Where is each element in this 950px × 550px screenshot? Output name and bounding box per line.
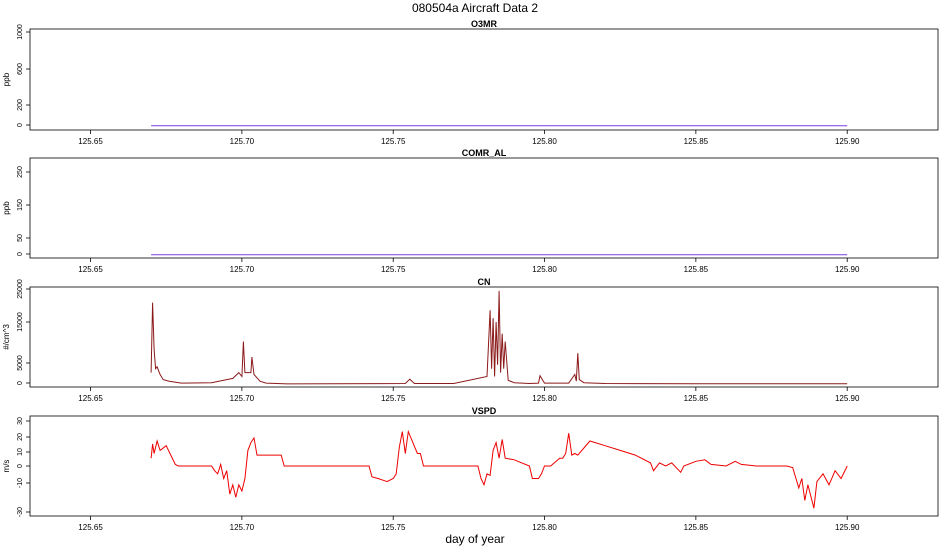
x-tick-label: 125.90 xyxy=(835,265,860,274)
y-tick-label: 0 xyxy=(17,123,24,127)
series-line xyxy=(150,290,848,385)
x-tick-label: 125.90 xyxy=(835,394,860,403)
y-axis-label: ppb xyxy=(2,201,11,215)
y-tick-label: 600 xyxy=(17,63,24,75)
x-tick-label: 125.70 xyxy=(230,523,255,532)
panel-title: O3MR xyxy=(471,19,498,29)
y-tick-label: 25000 xyxy=(17,279,24,299)
y-tick-label: 50 xyxy=(17,234,24,242)
panel-vspd: VSPD m/s 125.65 125.70 125.75 125.80 125.85 125… xyxy=(2,406,939,532)
x-tick-label: 125.90 xyxy=(835,523,860,532)
x-tick-label: 125.65 xyxy=(78,523,103,532)
y-tick-label: 5000 xyxy=(17,355,24,371)
x-tick-label: 125.80 xyxy=(532,523,557,532)
plot-frame xyxy=(29,286,939,388)
y-tick-label: 150 xyxy=(17,199,24,211)
x-tick-label: 125.70 xyxy=(230,137,255,146)
figure-title: 080504a Aircraft Data 2 xyxy=(412,1,538,15)
x-tick-label: 125.85 xyxy=(684,394,709,403)
x-tick-label: 125.85 xyxy=(684,523,709,532)
panel-title: CN xyxy=(478,277,491,287)
panel-cn: CN #/cm^3 125.65 125.70 125.75 125.80 125.85 12… xyxy=(2,277,939,403)
y-tick-label: 0 xyxy=(17,381,24,385)
y-tick-label: 0 xyxy=(17,252,24,256)
plot-frame xyxy=(29,28,939,131)
series-line xyxy=(150,429,848,509)
x-tick-label: 125.80 xyxy=(532,137,557,146)
y-axis-label: m/s xyxy=(2,460,11,473)
x-tick-label: 125.70 xyxy=(230,394,255,403)
x-tick-label: 125.75 xyxy=(381,137,406,146)
plot-frame xyxy=(29,157,939,259)
y-tick-label: -10 xyxy=(17,478,24,488)
x-tick-label: 125.65 xyxy=(78,394,103,403)
x-tick-label: 125.75 xyxy=(381,394,406,403)
y-tick-label: -30 xyxy=(17,507,24,517)
y-tick-label: 200 xyxy=(17,99,24,111)
y-axis-label: ppb xyxy=(2,72,11,86)
x-axis-label: day of year xyxy=(445,532,504,546)
y-axis-label: #/cm^3 xyxy=(2,324,11,350)
panel-o3mr: O3MR ppb 125.65 125.70 125.75 125.80 125.85 125… xyxy=(2,19,939,146)
x-tick-label: 125.80 xyxy=(532,394,557,403)
y-tick-label: 0 xyxy=(17,464,24,468)
x-tick-label: 125.90 xyxy=(835,137,860,146)
x-tick-label: 125.85 xyxy=(684,265,709,274)
y-tick-label: 10 xyxy=(17,448,24,456)
x-tick-label: 125.85 xyxy=(684,137,709,146)
y-tick-label: 30 xyxy=(17,417,24,425)
x-tick-label: 125.80 xyxy=(532,265,557,274)
x-tick-label: 125.65 xyxy=(78,137,103,146)
panels: O3MR ppb 125.65 125.70 125.75 125.80 125.85 125… xyxy=(2,19,939,532)
x-tick-label: 125.65 xyxy=(78,265,103,274)
x-tick-label: 125.75 xyxy=(381,265,406,274)
panel-title: VSPD xyxy=(472,406,497,416)
panel-title: COMR_AL xyxy=(462,148,507,158)
plot-frame xyxy=(29,415,939,517)
x-tick-label: 125.70 xyxy=(230,265,255,274)
y-tick-label: 15000 xyxy=(17,312,24,332)
y-tick-label: 20 xyxy=(17,433,24,441)
y-tick-label: 250 xyxy=(17,166,24,178)
y-tick-label: 1000 xyxy=(17,24,24,40)
x-tick-label: 125.75 xyxy=(381,523,406,532)
